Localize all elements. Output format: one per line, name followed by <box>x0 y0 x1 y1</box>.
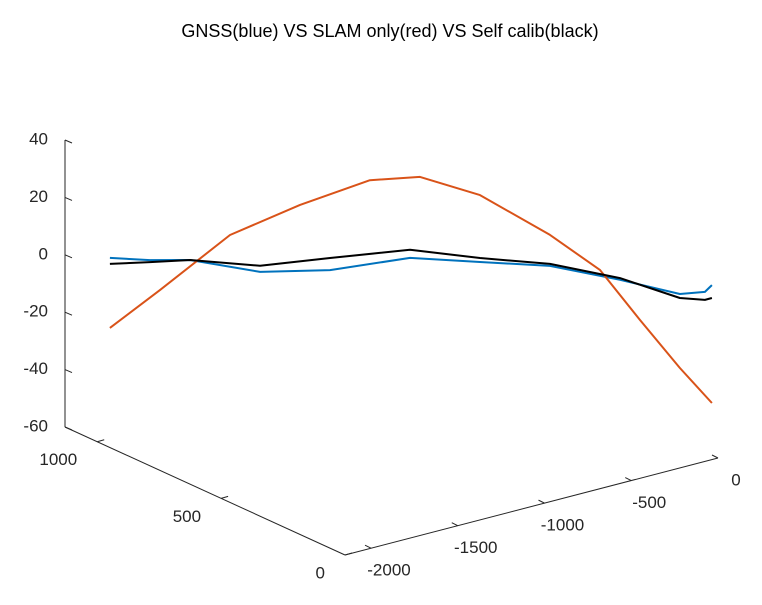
y-tick-label: 0 <box>316 563 325 582</box>
z-tick <box>64 311 73 316</box>
x-tick <box>451 522 458 527</box>
z-tick-label: -20 <box>23 302 48 321</box>
z-tick-label: 20 <box>29 187 48 206</box>
trajectory-line <box>109 175 713 404</box>
x-tick-label: -2000 <box>367 561 410 580</box>
x-tick <box>711 454 719 459</box>
chart-title: GNSS(blue) VS SLAM only(red) VS Self cal… <box>181 21 598 41</box>
x-tick-label: -1500 <box>454 538 497 557</box>
y-tick-label: 1000 <box>39 450 77 469</box>
y-tick-label: 500 <box>173 507 201 526</box>
x-axis-line <box>344 457 719 556</box>
y-tick <box>220 495 229 499</box>
z-tick <box>64 139 73 144</box>
x-tick-label: -1000 <box>541 516 584 535</box>
y-tick <box>97 439 105 443</box>
z-tick <box>64 426 73 431</box>
z-tick <box>64 369 73 374</box>
y-tick <box>344 552 353 556</box>
z-tick <box>64 196 73 201</box>
z-tick-label: 40 <box>29 129 48 148</box>
x-tick <box>625 477 632 482</box>
z-tick-label: 0 <box>39 244 48 263</box>
x-tick-label: -500 <box>632 493 666 512</box>
z-tick-label: -40 <box>23 359 48 378</box>
z-tick-label: -60 <box>23 416 48 435</box>
x-tick <box>538 499 545 504</box>
x-tick <box>364 544 372 549</box>
x-tick-label: 0 <box>731 470 740 489</box>
z-tick <box>64 254 73 259</box>
trajectory-line <box>109 248 713 301</box>
y-axis-line <box>64 426 346 556</box>
